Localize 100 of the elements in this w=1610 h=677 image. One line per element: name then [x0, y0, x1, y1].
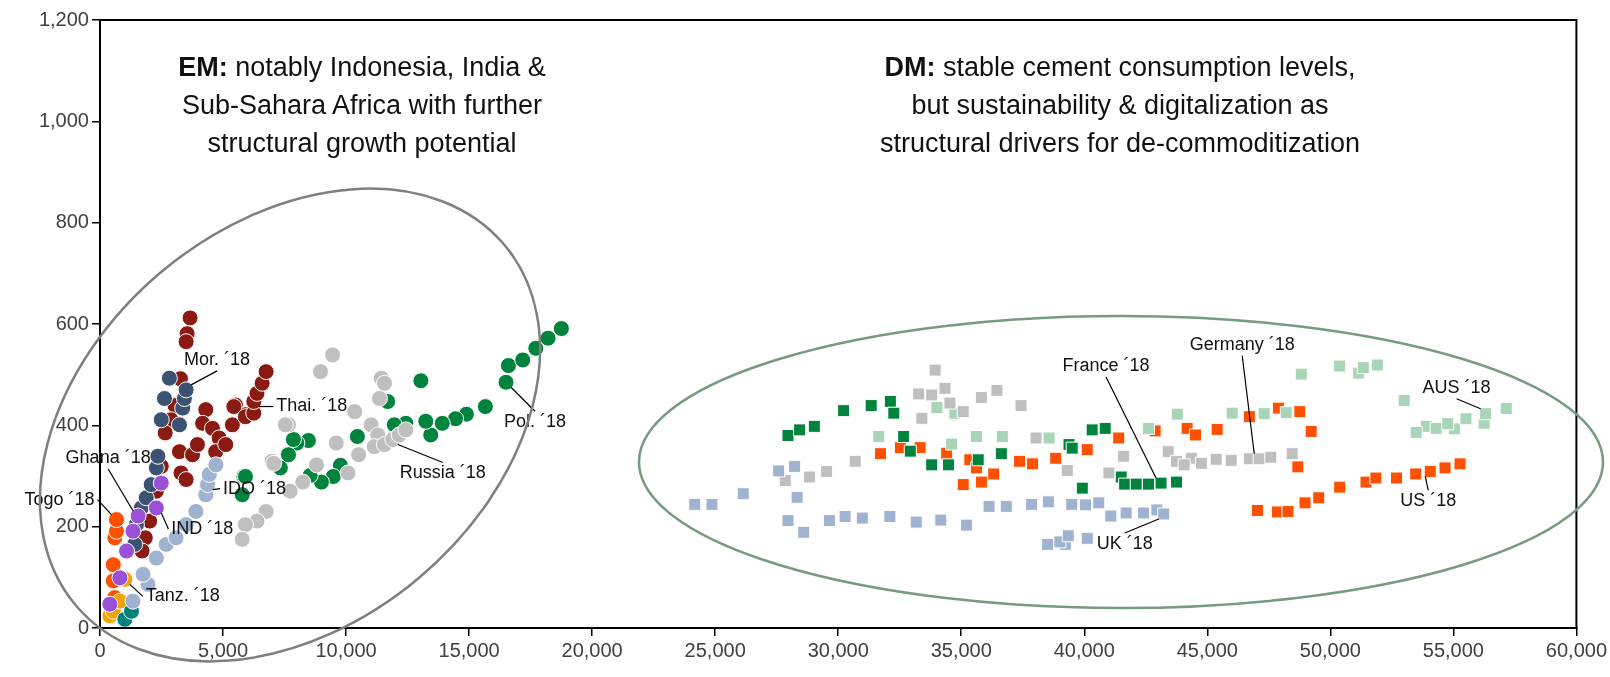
point	[1092, 496, 1106, 510]
point	[539, 329, 557, 347]
point	[1154, 476, 1168, 490]
point	[177, 333, 195, 351]
point	[422, 426, 440, 444]
point	[160, 369, 178, 387]
point	[925, 388, 939, 402]
point	[236, 516, 254, 534]
point	[838, 510, 852, 524]
y-tick-label: 0	[77, 615, 89, 638]
point	[995, 429, 1009, 443]
point	[974, 390, 988, 404]
point	[772, 464, 786, 478]
point	[417, 412, 435, 430]
point	[499, 357, 517, 375]
point	[837, 404, 851, 418]
x-tick-label: 20,000	[561, 638, 623, 661]
point	[883, 395, 897, 409]
point	[124, 592, 142, 610]
annotation: EM: notably Indonesia, India & Sub-Sahara Africa with further structural growth potential	[177, 51, 547, 160]
point	[797, 525, 811, 539]
point	[1209, 452, 1223, 466]
point	[1061, 529, 1075, 543]
point	[1029, 431, 1043, 445]
y-tick-label: 400	[55, 412, 89, 435]
point	[1429, 421, 1443, 435]
point	[156, 424, 174, 442]
point	[1251, 503, 1265, 517]
point	[969, 429, 984, 443]
point	[327, 434, 345, 452]
point	[177, 471, 195, 489]
point	[111, 569, 129, 587]
point	[197, 401, 215, 419]
point	[1438, 461, 1452, 475]
point	[1025, 497, 1039, 511]
point	[447, 410, 465, 428]
point	[134, 565, 152, 583]
point	[1118, 477, 1132, 491]
point	[903, 444, 917, 458]
point	[1080, 443, 1094, 457]
point	[959, 518, 973, 532]
point	[820, 464, 834, 478]
point	[1312, 491, 1326, 505]
point	[864, 399, 878, 413]
point	[1041, 495, 1055, 509]
point	[1409, 425, 1423, 439]
annotation: Togo ´18	[24, 488, 95, 509]
point	[1104, 509, 1118, 523]
x-tick-label: 50,000	[1299, 638, 1361, 661]
annotation: Germany ´18	[1189, 333, 1295, 354]
point	[705, 497, 719, 511]
point	[1098, 421, 1112, 435]
point	[1170, 407, 1184, 421]
point	[497, 373, 515, 391]
point	[1453, 457, 1467, 471]
point	[1170, 475, 1184, 489]
point	[874, 447, 888, 461]
point	[802, 470, 816, 484]
point	[339, 464, 357, 482]
point	[1397, 394, 1411, 408]
point	[872, 429, 886, 443]
point	[781, 428, 795, 442]
point	[1119, 506, 1133, 520]
point	[1441, 417, 1455, 431]
point	[1129, 477, 1143, 491]
point	[107, 511, 125, 529]
point	[118, 542, 136, 560]
point	[1281, 504, 1295, 518]
point	[1042, 431, 1056, 445]
point	[177, 381, 195, 399]
x-tick-label: 45,000	[1176, 638, 1238, 661]
point	[257, 502, 275, 520]
x-tick-label: 30,000	[807, 638, 869, 661]
point	[1333, 359, 1347, 373]
annotation: AUS ´18	[1422, 376, 1491, 397]
point	[152, 411, 170, 429]
point	[1369, 471, 1383, 485]
point	[1224, 453, 1238, 467]
annotation: US ´18	[1400, 490, 1457, 511]
point	[1370, 358, 1384, 372]
point	[1188, 428, 1203, 442]
annotation: Russia ´18	[399, 462, 486, 483]
y-tick-label: 1,000	[38, 108, 89, 131]
point	[1194, 456, 1208, 470]
x-tick-label: 0	[94, 638, 106, 661]
point	[324, 346, 342, 364]
point	[124, 522, 142, 540]
point	[807, 419, 821, 433]
x-tick-label: 55,000	[1422, 638, 1484, 661]
point	[793, 423, 807, 437]
point	[938, 381, 952, 395]
annotation: DM: stable cement consumption levels, but sustainability & digitalization as structural drivers for de-commoditization	[878, 51, 1362, 160]
point	[1014, 399, 1028, 413]
point	[1459, 412, 1473, 426]
point	[943, 396, 957, 410]
point	[311, 363, 329, 381]
point	[129, 507, 147, 525]
point	[101, 595, 119, 613]
point	[855, 511, 869, 525]
point	[930, 401, 944, 415]
